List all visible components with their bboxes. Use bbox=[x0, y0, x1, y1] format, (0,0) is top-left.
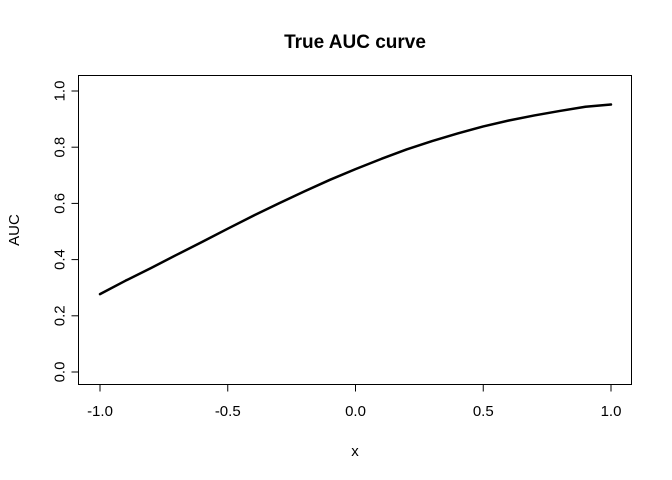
y-tick-label: 0.2 bbox=[52, 305, 69, 326]
x-axis: -1.0 -0.5 0.0 0.5 1.0 bbox=[87, 384, 622, 420]
x-tick-label: 1.0 bbox=[601, 403, 622, 420]
x-tick-label: -0.5 bbox=[215, 403, 241, 420]
x-axis-label: x bbox=[351, 443, 359, 460]
chart-title: True AUC curve bbox=[284, 32, 426, 53]
x-tick-label: 0.5 bbox=[473, 403, 494, 420]
y-tick-label: 0.4 bbox=[52, 249, 69, 270]
auc-curve-line bbox=[98, 103, 613, 296]
y-tick-label: 0.8 bbox=[52, 137, 69, 158]
x-tick-label: -1.0 bbox=[87, 403, 113, 420]
y-tick-label: 0.6 bbox=[52, 193, 69, 214]
y-axis-label: AUC bbox=[6, 214, 23, 246]
y-tick-label: 0.0 bbox=[52, 362, 69, 383]
y-axis: 0.0 0.2 0.4 0.6 0.8 1.0 bbox=[52, 81, 79, 383]
series-layer bbox=[98, 103, 613, 296]
x-tick-label: 0.0 bbox=[345, 403, 366, 420]
y-tick-label: 1.0 bbox=[52, 81, 69, 102]
plot-frame bbox=[78, 75, 632, 385]
